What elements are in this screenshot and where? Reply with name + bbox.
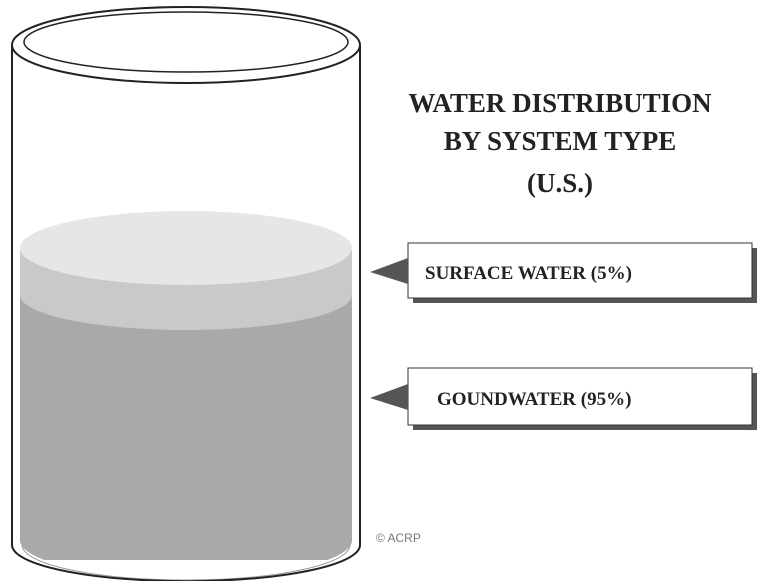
water-bottom bbox=[21, 544, 351, 581]
cylinder-wall bbox=[11, 45, 361, 581]
callout-pointer bbox=[370, 384, 408, 410]
callout-box bbox=[407, 242, 753, 299]
callout-pointer bbox=[370, 258, 408, 284]
callout-label: SURFACE WATER (5%) bbox=[425, 263, 632, 284]
water-surface bbox=[20, 211, 352, 285]
callout-label: GOUNDWATER (95%) bbox=[437, 389, 631, 410]
cylinder-rim-inner bbox=[23, 11, 349, 73]
title-line: (U.S.) bbox=[527, 168, 593, 198]
credit: © ACRP bbox=[376, 531, 421, 545]
callout-box bbox=[407, 367, 753, 426]
title-line: BY SYSTEM TYPE bbox=[444, 126, 677, 156]
water bbox=[20, 250, 352, 560]
title-line: WATER DISTRIBUTION bbox=[408, 88, 712, 118]
ground-layer bbox=[20, 295, 352, 560]
cylinder-rim bbox=[11, 6, 361, 84]
